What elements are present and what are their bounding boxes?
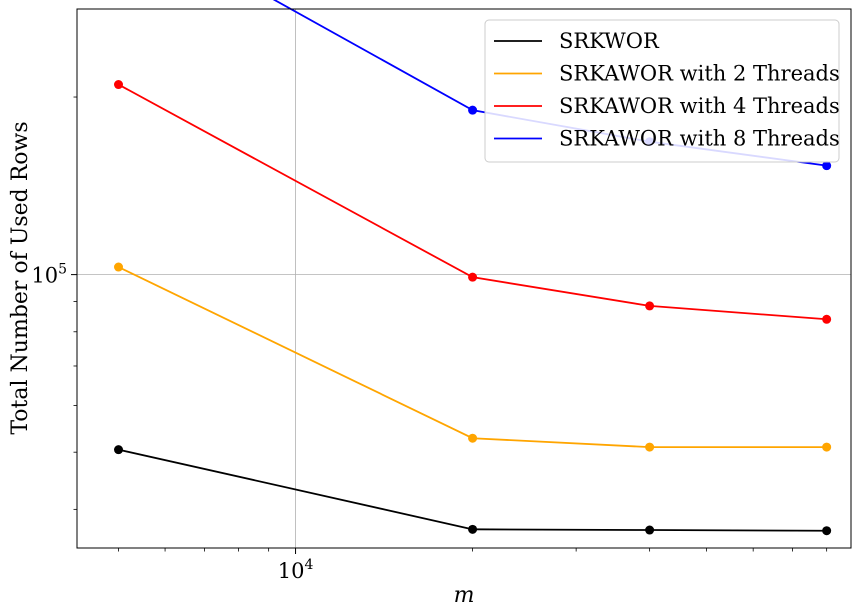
legend: SRKWOR SRKAWOR with 2 Threads SRKAWOR with… [484, 19, 840, 163]
x-tick-label: 104 [278, 557, 314, 583]
x-axis-label: m [454, 583, 475, 608]
series-0 [114, 445, 832, 536]
data-point [822, 161, 832, 171]
data-point [645, 525, 655, 535]
series-line [118, 448, 827, 532]
grid-lines [77, 9, 851, 548]
data-point [822, 526, 832, 536]
data-point [114, 80, 124, 90]
data-point [114, 262, 124, 272]
plot-frame [76, 8, 852, 549]
series-1 [114, 262, 832, 452]
data-point [822, 442, 832, 452]
data-point [468, 524, 478, 534]
legend-box [484, 19, 840, 163]
data-point [822, 314, 832, 324]
data-point [468, 433, 478, 443]
plot-series [114, 0, 832, 536]
data-point [114, 445, 124, 455]
data-point [468, 105, 478, 115]
axis-ticks: 104 105 [31, 96, 828, 583]
data-point [645, 442, 655, 452]
legend-label: SRKAWOR with 2 Threads [559, 62, 840, 86]
y-tick-label: 105 [31, 262, 67, 288]
legend-label: SRKWOR [559, 29, 660, 53]
series-line [118, 266, 827, 449]
data-point [468, 272, 478, 282]
legend-label: SRKAWOR with 8 Threads [559, 127, 840, 151]
series-line [118, 83, 827, 321]
legend-label: SRKAWOR with 4 Threads [559, 94, 840, 118]
data-point [645, 301, 655, 311]
series-2 [114, 80, 832, 324]
y-axis-label: Total Number of Used Rows [8, 121, 33, 434]
